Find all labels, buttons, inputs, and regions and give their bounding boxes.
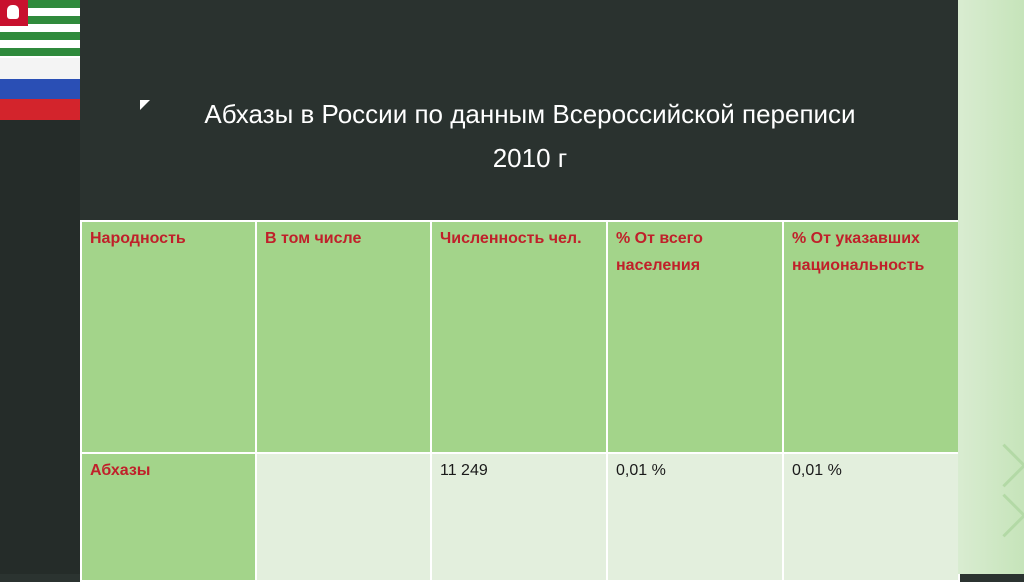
table-header-row: Народность В том числе Численность чел. …: [80, 220, 960, 454]
bullet-arrow-icon: [140, 100, 150, 110]
cell-percent-specified: 0,01 %: [782, 452, 960, 582]
cell-including: [255, 452, 432, 582]
russia-flag-icon: [0, 58, 80, 120]
left-sidebar: [0, 0, 80, 574]
slide-title-line-2: 2010 г: [492, 143, 568, 173]
abkhazia-flag-icon: [0, 0, 80, 58]
hand-icon: [7, 5, 19, 19]
table-row: Абхазы 11 249 0,01 % 0,01 %: [80, 452, 960, 582]
chevron-right-icon: [982, 443, 1024, 488]
slide-title: Абхазы в России по данным Всероссийской …: [140, 92, 920, 180]
header-percent-total: % От всего населения: [606, 220, 784, 454]
header-population: Численность чел.: [430, 220, 608, 454]
chevron-right-icon: [982, 493, 1024, 538]
title-box: Абхазы в России по данным Всероссийской …: [80, 0, 958, 220]
cell-nationality: Абхазы: [80, 452, 257, 582]
flags-image: [0, 0, 80, 120]
abkhazia-flag-canton: [0, 0, 28, 26]
header-including: В том числе: [255, 220, 432, 454]
cell-population: 11 249: [430, 452, 608, 582]
header-nationality: Народность: [80, 220, 257, 454]
right-decoration: [958, 0, 1024, 574]
slide-title-line-1: Абхазы в России по данным Всероссийской …: [204, 99, 856, 129]
header-percent-specified: % От указавших национальность: [782, 220, 960, 454]
census-table: Народность В том числе Численность чел. …: [80, 220, 960, 582]
cell-percent-total: 0,01 %: [606, 452, 784, 582]
